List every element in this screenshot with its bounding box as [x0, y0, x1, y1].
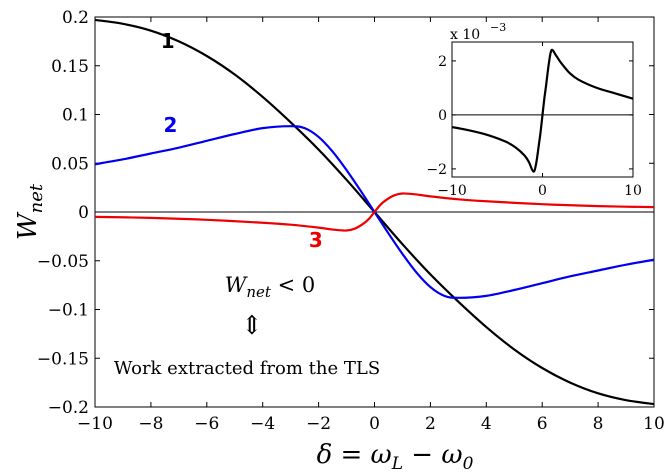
inset-scale-label: x 10: [450, 27, 480, 43]
x-tick-label: 2: [425, 414, 436, 434]
y-tick-label: −0.1: [48, 301, 89, 321]
inset-x-tick-label: −10: [437, 183, 467, 199]
x-tick-label: −2: [306, 414, 331, 434]
y-tick-label: −0.05: [37, 252, 89, 272]
inset-series-line: [451, 48, 634, 173]
inset-x-tick-label: 10: [624, 183, 642, 199]
y-tick-label: −0.2: [48, 398, 89, 418]
main-plot: −10 −8 −6 −4 −2 0 2 4 6 8 10−0.2−0.15−0.1−0.0500.0…: [37, 8, 665, 434]
inset-scale-exponent: −3: [490, 21, 506, 34]
chart-labels: Wnet δ = ωL − ω0 Wnet < 0 ⇕ Work extracted f…: [13, 183, 474, 472]
x-tick-label: −6: [194, 414, 219, 434]
inequality-annotation: Wnet < 0: [225, 273, 315, 301]
inset-y-tick-label: 0: [438, 108, 447, 124]
curve-label-1: 1: [161, 29, 175, 53]
x-tick-label: 4: [481, 414, 492, 434]
y-tick-label: 0: [78, 203, 89, 223]
x-tick-label: 10: [643, 414, 665, 434]
y-axis-label: Wnet: [13, 183, 47, 240]
y-tick-label: 0.05: [51, 154, 89, 174]
y-tick-label: 0.1: [62, 106, 89, 126]
equivalence-arrow-icon: ⇕: [241, 311, 263, 341]
inset-plot: −10 0 10 −2 0 2x 10 −3: [426, 21, 642, 199]
y-tick-label: 0.2: [62, 8, 89, 28]
curve-label-3: 3: [309, 228, 323, 252]
x-tick-label: 8: [593, 414, 604, 434]
x-tick-label: −4: [250, 414, 275, 434]
y-tick-label: −0.15: [37, 349, 89, 369]
inset-y-tick-label: 2: [438, 54, 447, 70]
y-tick-label: 0.15: [51, 57, 89, 77]
curve-label-2: 2: [164, 113, 178, 137]
work-extracted-note: Work extracted from the TLS: [114, 358, 380, 379]
x-tick-label: 0: [369, 414, 380, 434]
x-tick-label: −8: [138, 414, 163, 434]
inset-x-tick-label: 0: [538, 183, 547, 199]
x-axis-label: δ = ωL − ω0: [317, 440, 474, 472]
series-line-3: [94, 192, 655, 232]
x-tick-label: 6: [537, 414, 548, 434]
x-tick-label: −10: [77, 414, 113, 434]
inset-y-tick-label: −2: [426, 162, 447, 178]
